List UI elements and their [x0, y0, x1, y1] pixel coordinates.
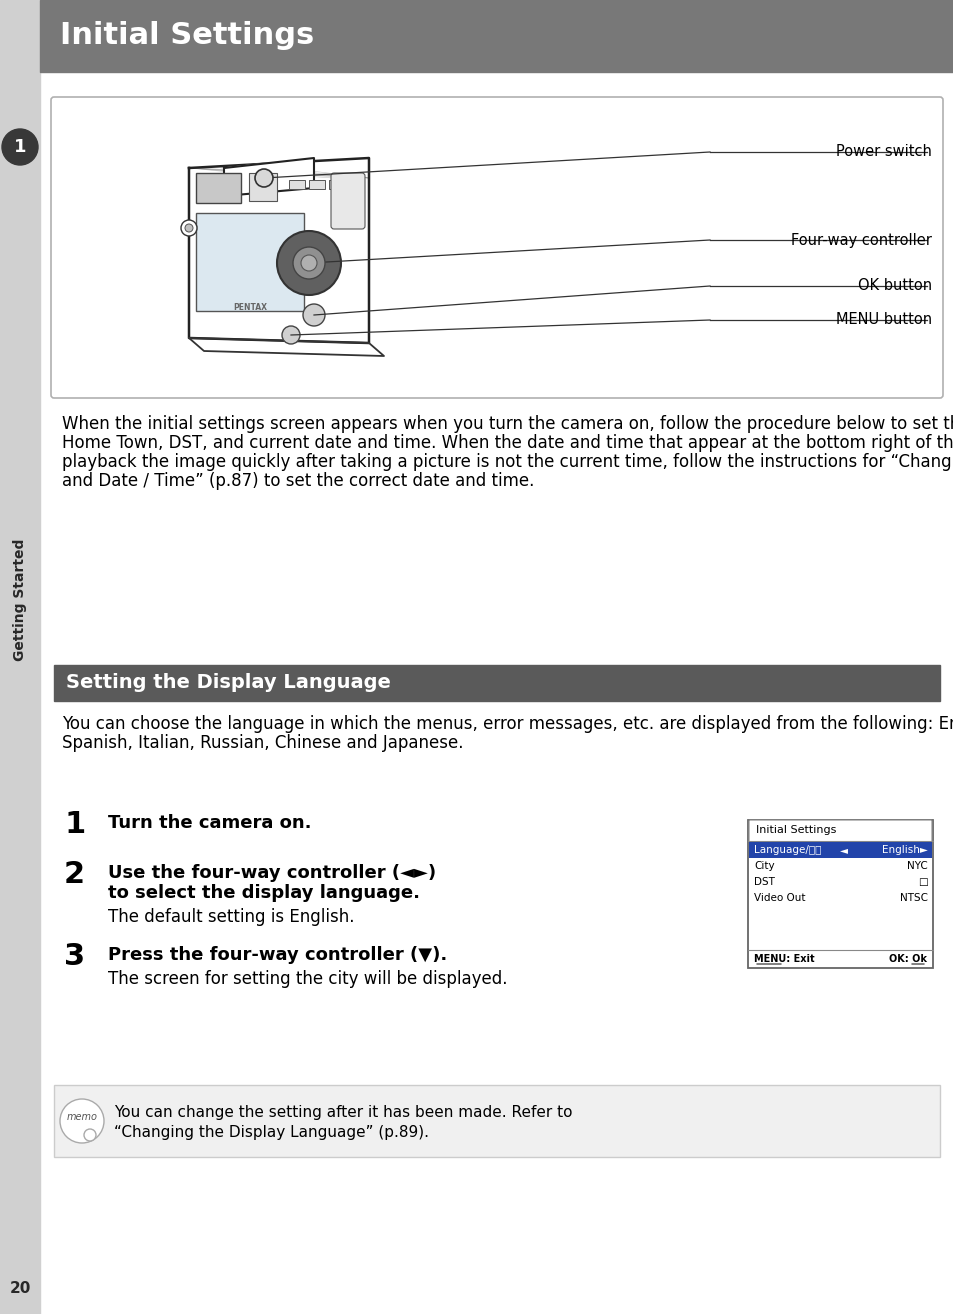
Text: Setting the Display Language: Setting the Display Language — [66, 674, 391, 692]
Circle shape — [2, 129, 38, 166]
Text: □: □ — [918, 876, 927, 887]
Text: Initial Settings: Initial Settings — [60, 21, 314, 50]
Bar — [748, 842, 931, 858]
Text: 20: 20 — [10, 1281, 30, 1296]
Bar — [309, 180, 325, 189]
Bar — [249, 173, 276, 201]
Circle shape — [293, 247, 325, 279]
Text: Getting Started: Getting Started — [13, 539, 27, 661]
Bar — [747, 820, 932, 968]
Text: Spanish, Italian, Russian, Chinese and Japanese.: Spanish, Italian, Russian, Chinese and J… — [62, 735, 463, 752]
Bar — [748, 905, 931, 924]
Circle shape — [60, 1099, 104, 1143]
Text: Four-way controller: Four-way controller — [790, 233, 931, 247]
Bar — [54, 1085, 939, 1158]
Circle shape — [303, 304, 325, 326]
Polygon shape — [189, 158, 369, 343]
Text: You can change the setting after it has been made. Refer to: You can change the setting after it has … — [113, 1105, 572, 1120]
Text: The screen for setting the city will be displayed.: The screen for setting the city will be … — [108, 970, 507, 988]
Text: Press the four-way controller (▼).: Press the four-way controller (▼). — [108, 946, 447, 964]
Text: You can choose the language in which the menus, error messages, etc. are display: You can choose the language in which the… — [62, 715, 953, 733]
Bar — [289, 180, 305, 189]
Text: Video Out: Video Out — [753, 894, 804, 903]
Polygon shape — [189, 338, 384, 356]
Bar — [195, 173, 241, 202]
Circle shape — [84, 1129, 96, 1141]
Text: City: City — [753, 861, 774, 871]
Text: to select the display language.: to select the display language. — [108, 884, 419, 901]
Bar — [40, 0, 953, 72]
Polygon shape — [224, 158, 314, 196]
Text: Use the four-way controller (◄►): Use the four-way controller (◄►) — [108, 865, 436, 882]
Text: ◄: ◄ — [840, 845, 847, 855]
Circle shape — [276, 231, 340, 296]
Text: NTSC: NTSC — [899, 894, 927, 903]
Text: PENTAX: PENTAX — [233, 304, 267, 313]
Bar — [54, 665, 939, 700]
Text: Home Town, DST, and current date and time. When the date and time that appear at: Home Town, DST, and current date and tim… — [62, 434, 953, 452]
Text: Initial Settings: Initial Settings — [755, 825, 836, 834]
Text: OK button: OK button — [857, 279, 931, 293]
Bar — [0, 0, 40, 1314]
Text: and Date / Time” (p.87) to set the correct date and time.: and Date / Time” (p.87) to set the corre… — [62, 472, 534, 490]
FancyBboxPatch shape — [51, 97, 942, 398]
Text: OK: Ok: OK: Ok — [888, 954, 926, 964]
Circle shape — [254, 170, 273, 187]
Text: 1: 1 — [64, 809, 85, 840]
Bar — [329, 180, 345, 189]
Text: English►: English► — [882, 845, 927, 855]
Text: “Changing the Display Language” (p.89).: “Changing the Display Language” (p.89). — [113, 1125, 429, 1141]
Circle shape — [181, 219, 196, 237]
Bar — [195, 213, 304, 311]
Text: Turn the camera on.: Turn the camera on. — [108, 813, 312, 832]
Text: MENU button: MENU button — [835, 313, 931, 327]
Text: When the initial settings screen appears when you turn the camera on, follow the: When the initial settings screen appears… — [62, 415, 953, 434]
Circle shape — [185, 223, 193, 233]
Text: 3: 3 — [64, 942, 85, 971]
FancyBboxPatch shape — [331, 173, 365, 229]
Text: 2: 2 — [64, 859, 85, 890]
FancyBboxPatch shape — [748, 820, 931, 842]
Text: Language/言語: Language/言語 — [753, 845, 821, 855]
Text: 1: 1 — [13, 138, 27, 156]
Text: MENU: Exit: MENU: Exit — [753, 954, 814, 964]
Text: NYC: NYC — [906, 861, 927, 871]
Circle shape — [282, 326, 299, 344]
Text: DST: DST — [753, 876, 774, 887]
Text: playback the image quickly after taking a picture is not the current time, follo: playback the image quickly after taking … — [62, 453, 953, 470]
Text: memo: memo — [67, 1112, 97, 1122]
Text: The default setting is English.: The default setting is English. — [108, 908, 355, 926]
Text: Power switch: Power switch — [835, 145, 931, 159]
Circle shape — [301, 255, 316, 271]
